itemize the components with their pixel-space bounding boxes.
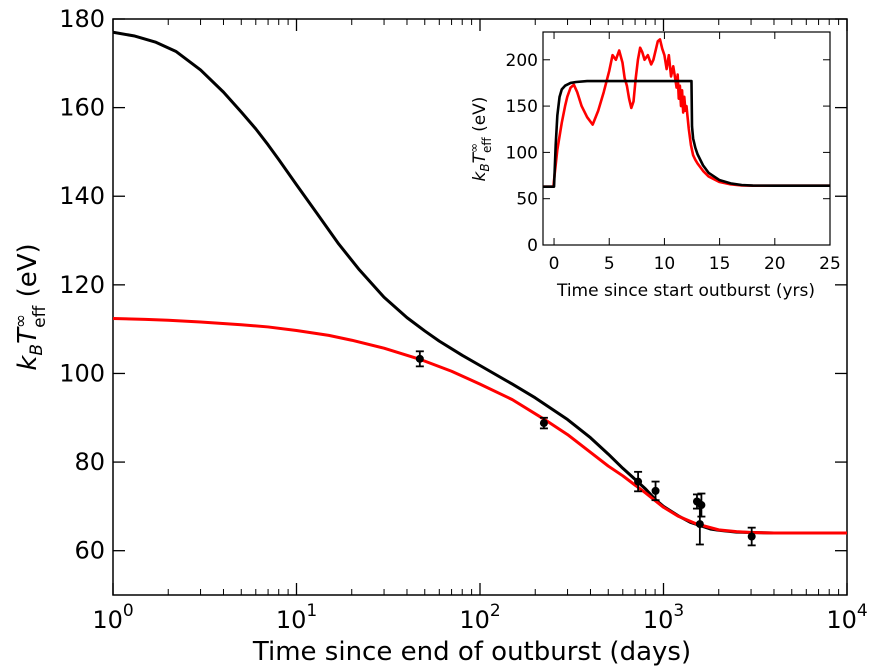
- data-point-5: [695, 520, 704, 529]
- inset-y-tick-label-3: 150: [506, 97, 538, 117]
- main-ylabel-B: B: [27, 344, 47, 356]
- main-series-layer: [112, 30, 847, 535]
- data-point-6: [697, 501, 706, 510]
- main-x-tick-label-exp-1: 1: [306, 601, 317, 621]
- main-ylabel-T: T: [13, 326, 43, 344]
- inset-y-axis-label: kBT∞eff (eV): [467, 97, 494, 182]
- inset-y-tick-label-0: 0: [527, 236, 538, 256]
- main-x-axis-label: Time since end of outburst (days): [252, 637, 691, 667]
- main-y-tick-label-0: 60: [74, 537, 105, 565]
- main-y-tick-label-4: 140: [59, 182, 105, 210]
- main-x-tick-label-0: 100: [92, 601, 133, 634]
- inset-ylabel-eff: eff: [480, 137, 494, 153]
- inset-x-tick-labels: 0 5 10 15 20 25: [549, 254, 841, 274]
- inset-ylabel-unit: (eV): [470, 97, 490, 138]
- main-x-tick-labels: 100 101 102 103 104: [92, 601, 867, 634]
- inset-series-line-0: [543, 38, 830, 188]
- inset-x-tick-label-1: 5: [604, 254, 615, 274]
- inset-x-tick-label-3: 15: [709, 254, 731, 274]
- inset-y-tick-label-2: 100: [506, 143, 538, 163]
- inset-y-tick-label-1: 50: [516, 190, 538, 210]
- inset-x-tick-label-0: 0: [549, 254, 560, 274]
- data-point-3: [651, 486, 660, 495]
- main-y-tick-label-6: 180: [59, 5, 105, 33]
- main-y-tick-label-5: 160: [59, 94, 105, 122]
- main-x-tick-label-exp-2: 2: [490, 601, 501, 621]
- data-point-0: [415, 354, 424, 363]
- inset-y-tick-label-4: 200: [506, 51, 538, 71]
- data-point-1: [539, 419, 548, 428]
- main-ylabel-k: k: [13, 355, 43, 371]
- inset-ylabel-inf: ∞: [467, 143, 481, 153]
- main-errorbar-layer: [415, 350, 756, 547]
- data-point-2: [634, 477, 643, 486]
- main-y-tick-label-2: 100: [59, 359, 105, 387]
- inset-x-tick-label-2: 10: [654, 254, 676, 274]
- inset-ylabel-T: T: [470, 151, 490, 163]
- main-x-tick-label-1: 101: [276, 601, 317, 634]
- main-x-tick-label-base-1: 10: [276, 606, 307, 634]
- inset-ylabel-k: k: [470, 170, 490, 181]
- inset-chart: 0 5 10 15 20 25 0 50 100 150 200 Time since start…: [467, 31, 841, 301]
- inset-x-tick-label-4: 20: [764, 254, 786, 274]
- main-x-tick-label-base-2: 10: [459, 606, 490, 634]
- main-ylabel-unit: (eV): [13, 243, 43, 305]
- main-ylabel-eff: eff: [30, 304, 50, 327]
- main-y-tick-labels: 60 80 100 120 140 160 180: [59, 5, 105, 565]
- inset-x-tick-label-5: 25: [819, 254, 841, 274]
- main-x-tick-label-base-3: 10: [643, 606, 674, 634]
- inset-plot-frame: [542, 31, 831, 246]
- inset-y-tick-labels: 0 50 100 150 200: [506, 51, 538, 256]
- main-x-tick-label-4: 104: [826, 601, 867, 634]
- main-series-line-1: [112, 317, 847, 535]
- main-tick-layer: [112, 18, 848, 595]
- inset-x-axis-label: Time since start outburst (yrs): [556, 281, 815, 301]
- main-x-tick-label-exp-4: 4: [857, 601, 868, 621]
- main-y-tick-label-3: 120: [59, 271, 105, 299]
- main-x-tick-label-3: 103: [643, 601, 684, 634]
- inset-ylabel-B: B: [478, 163, 492, 171]
- main-x-tick-label-2: 102: [459, 601, 500, 634]
- main-ylabel-inf: ∞: [11, 314, 31, 328]
- inset-series-layer: [543, 38, 830, 188]
- inset-tick-layer: [543, 32, 831, 246]
- main-x-tick-label-exp-3: 3: [673, 601, 684, 621]
- main-x-tick-label-exp-0: 0: [123, 601, 134, 621]
- main-x-tick-label-base-0: 10: [92, 606, 123, 634]
- data-point-7: [747, 532, 756, 541]
- inset-series-line-1: [543, 79, 830, 188]
- main-y-axis-label: kBT∞eff (eV): [11, 243, 50, 370]
- main-y-tick-label-1: 80: [74, 448, 105, 476]
- main-x-tick-label-base-4: 10: [826, 606, 857, 634]
